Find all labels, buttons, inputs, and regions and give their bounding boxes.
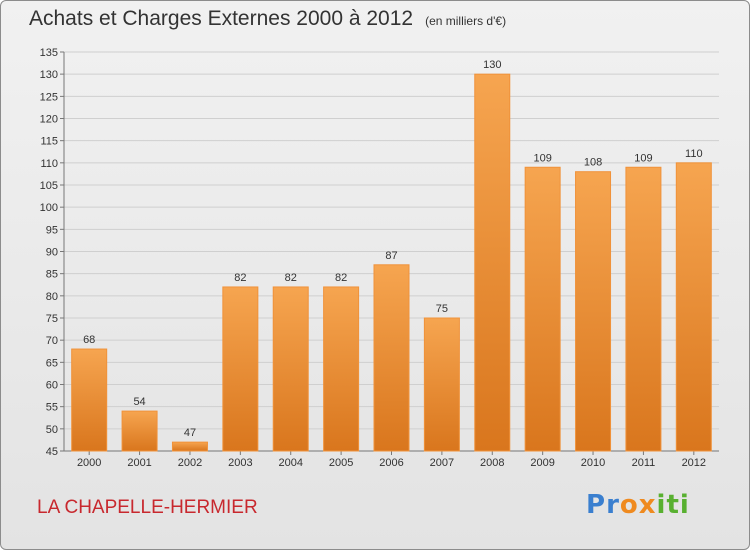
logo-letter: r — [606, 490, 620, 520]
logo-letter: P — [586, 490, 607, 520]
x-tick-label-2008: 2008 — [480, 457, 504, 469]
chart-subtitle: (en milliers d'€) — [425, 14, 507, 28]
y-tick-label: 50 — [46, 424, 58, 436]
value-label-2000: 68 — [83, 334, 95, 346]
bar-2004 — [272, 286, 309, 452]
y-tick-label: 130 — [40, 69, 58, 81]
x-tick-label-2001: 2001 — [127, 457, 151, 469]
y-tick-label: 90 — [46, 247, 58, 259]
bar-2002 — [171, 441, 208, 452]
bar-2006 — [373, 264, 410, 452]
x-tick-label-2010: 2010 — [581, 457, 605, 469]
x-tick-label-2004: 2004 — [278, 457, 302, 469]
bar-2007 — [423, 317, 460, 452]
x-tick-label-2006: 2006 — [379, 457, 403, 469]
bar-2005 — [323, 286, 360, 452]
value-label-2011: 109 — [634, 152, 652, 164]
logo-letter: t — [666, 490, 680, 520]
y-tick-label: 45 — [46, 446, 58, 458]
y-tick-label: 135 — [40, 47, 58, 59]
value-label-2001: 54 — [133, 396, 145, 408]
logo-letter: i — [679, 490, 690, 520]
logo-letter: o — [619, 490, 639, 520]
y-tick-label: 120 — [40, 114, 58, 126]
bars — [71, 73, 712, 452]
x-tick-label-2000: 2000 — [77, 457, 101, 469]
commune-name: LA CHAPELLE-HERMIER — [37, 497, 258, 518]
bar-2012 — [675, 162, 712, 452]
labels: 45 50 55 60 65 70 75 80 85 90 95 100 105 110 115 120 125… — [40, 47, 706, 469]
y-tick-label: 55 — [46, 402, 58, 414]
value-label-2003: 82 — [234, 272, 246, 284]
bar-2010 — [575, 171, 612, 452]
value-label-2012: 110 — [685, 148, 703, 160]
proxiti-logo: Proxiti — [586, 490, 690, 520]
logo-letter: i — [656, 490, 667, 520]
value-label-2007: 75 — [436, 303, 448, 315]
value-label-2006: 87 — [385, 250, 397, 262]
bar-2001 — [121, 410, 158, 452]
value-label-2010: 108 — [584, 157, 602, 169]
value-label-2002: 47 — [184, 427, 196, 439]
y-tick-label: 125 — [40, 91, 58, 103]
bar-2011 — [625, 166, 662, 452]
x-tick-label-2012: 2012 — [682, 457, 706, 469]
x-tick-label-2005: 2005 — [329, 457, 353, 469]
logo-letter: x — [638, 490, 657, 520]
x-tick-label-2007: 2007 — [430, 457, 454, 469]
bar-2000 — [71, 348, 108, 452]
x-tick-label-2002: 2002 — [178, 457, 202, 469]
y-tick-label: 60 — [46, 380, 58, 392]
bar-2009 — [524, 166, 561, 452]
y-tick-label: 105 — [40, 180, 58, 192]
y-tick-label: 100 — [40, 202, 58, 214]
bar-2008 — [474, 73, 511, 452]
value-label-2005: 82 — [335, 272, 347, 284]
chart-title: Achats et Charges Externes 2000 à 2012 (e… — [29, 7, 506, 31]
y-tick-label: 75 — [46, 313, 58, 325]
x-tick-label-2003: 2003 — [228, 457, 252, 469]
y-tick-label: 65 — [46, 357, 58, 369]
y-tick-label: 95 — [46, 224, 58, 236]
y-tick-label: 80 — [46, 291, 58, 303]
value-label-2004: 82 — [285, 272, 297, 284]
x-tick-label-2011: 2011 — [632, 457, 656, 469]
bar-2003 — [222, 286, 259, 452]
value-label-2009: 109 — [533, 152, 551, 164]
y-tick-label: 110 — [40, 158, 58, 170]
chart-title-text: Achats et Charges Externes 2000 à 2012 — [29, 7, 414, 30]
value-label-2008: 130 — [483, 59, 501, 71]
y-tick-label: 85 — [46, 269, 58, 281]
x-tick-label-2009: 2009 — [530, 457, 554, 469]
y-tick-label: 70 — [46, 335, 58, 347]
y-tick-label: 115 — [40, 136, 58, 148]
